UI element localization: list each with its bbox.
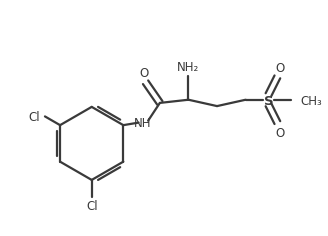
Text: O: O [275,127,285,140]
Text: Cl: Cl [86,200,97,213]
Text: NH₂: NH₂ [177,61,199,74]
Text: NH: NH [133,117,151,130]
Text: CH₃: CH₃ [300,95,322,108]
Text: O: O [139,67,149,80]
Text: Cl: Cl [29,111,40,124]
Text: O: O [275,62,285,75]
Text: S: S [264,95,273,108]
